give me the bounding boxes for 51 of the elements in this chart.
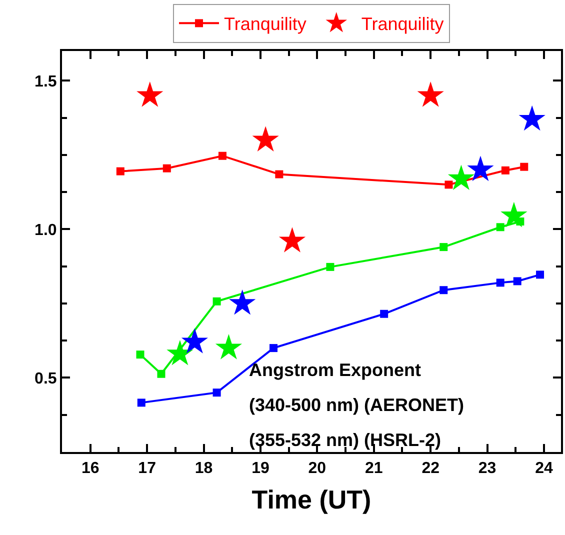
x-tick-label: 24 <box>535 460 553 478</box>
point <box>136 350 144 359</box>
point <box>212 297 221 306</box>
point <box>162 164 171 172</box>
point <box>467 156 494 182</box>
point <box>278 227 306 252</box>
point <box>518 105 546 131</box>
point <box>536 270 544 279</box>
legend-label: Tranquility <box>224 14 306 34</box>
point <box>496 278 504 287</box>
point <box>513 277 522 286</box>
x-tick-label: 21 <box>364 460 383 478</box>
point <box>229 289 256 315</box>
point <box>448 164 475 190</box>
point <box>417 82 444 107</box>
x-tick-label: 20 <box>308 460 326 478</box>
point <box>218 152 226 160</box>
point <box>157 370 166 378</box>
point <box>116 167 124 176</box>
x-tick-label: 18 <box>194 460 213 478</box>
point <box>380 310 388 318</box>
y-tick-label: 1.0 <box>34 222 57 239</box>
point <box>215 334 242 360</box>
x-axis-title: Time (UT) <box>252 484 372 514</box>
annotation: (355-532 nm) (HSRL-2) <box>249 430 442 450</box>
point <box>275 170 284 178</box>
x-tick-label: 17 <box>138 460 156 478</box>
x-tick-label: 23 <box>478 460 496 478</box>
point <box>440 243 448 252</box>
point <box>136 82 164 107</box>
y-tick-label: 1.5 <box>34 73 57 90</box>
point <box>326 262 334 271</box>
point <box>137 398 146 407</box>
point <box>520 162 528 171</box>
point <box>501 166 510 174</box>
annotation: Angstrom Exponent <box>249 360 422 380</box>
point <box>500 202 528 228</box>
point <box>440 286 448 294</box>
x-tick-label: 22 <box>422 460 440 478</box>
point <box>270 344 278 352</box>
point <box>252 126 279 152</box>
y-tick-label: 0.5 <box>34 370 57 388</box>
x-tick-label: 16 <box>81 460 100 478</box>
annotation: (340-500 nm) (AERONET) <box>249 395 464 415</box>
legend-label: Tranquility <box>361 14 444 34</box>
point <box>496 223 504 232</box>
point <box>212 388 221 397</box>
point <box>181 328 208 354</box>
point <box>444 180 453 189</box>
point <box>166 340 194 366</box>
x-tick-label: 19 <box>252 460 270 478</box>
